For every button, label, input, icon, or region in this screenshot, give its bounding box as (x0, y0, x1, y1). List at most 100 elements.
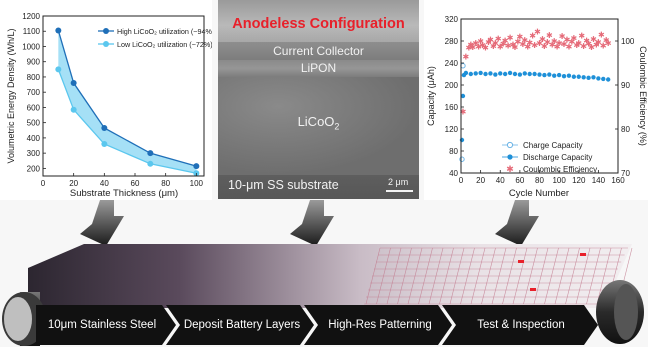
ce-point: ✱ (588, 43, 595, 52)
discharge-point (463, 70, 469, 76)
legend-charge-label: Charge Capacity (523, 141, 583, 150)
y-tick-label: 80 (449, 147, 458, 156)
discharge-point (473, 71, 478, 76)
ce-point: ✱ (605, 39, 612, 48)
y2-tick-label: 100 (621, 37, 635, 46)
ce-point: ✱ (580, 42, 587, 51)
discharge-point (566, 73, 572, 78)
data-point (193, 163, 200, 170)
ce-point: ✱ (559, 32, 566, 41)
discharge-point (522, 71, 527, 76)
roller-left-cap (4, 297, 32, 341)
legend-low-label: Low LiCoO₂ utilization (~72%) (117, 40, 212, 49)
data-point (55, 27, 62, 34)
y-tick-label: 300 (27, 149, 41, 158)
ce-point: ✱ (534, 27, 541, 36)
x-axis-label: Substrate Thickness (μm) (70, 188, 178, 199)
y-tick-label: 160 (445, 103, 459, 112)
ce-point: ✱ (475, 42, 482, 51)
ce-point: ✱ (529, 32, 536, 41)
discharge-point (542, 72, 547, 78)
grid-col-line (407, 247, 423, 305)
y-tick-label: 700 (27, 88, 41, 97)
grid-col-line (365, 247, 381, 305)
sem-cathode-layer (218, 77, 419, 175)
y-tick-label: 120 (445, 125, 459, 134)
ce-point: ✱ (566, 42, 573, 51)
legend-marker-discharge (507, 154, 513, 160)
ce-point: ✱ (539, 35, 546, 44)
y-tick-label: 320 (445, 15, 459, 24)
discharge-point (581, 75, 586, 80)
y-tick-label: 1200 (22, 12, 40, 21)
substrate-label: 10-μm SS substrate (228, 178, 339, 192)
y2-tick-label: 90 (621, 81, 630, 90)
cycling-chart: ✱✱✱✱✱✱✱✱✱✱✱✱✱✱✱✱✱✱✱✱✱✱✱✱✱✱✱✱✱✱✱✱✱✱✱✱✱✱✱✱… (424, 0, 648, 200)
sem-substrate-layer (218, 175, 419, 199)
discharge-point (498, 71, 503, 76)
sem-collector-layer (218, 42, 419, 60)
ce-point: ✱ (564, 36, 571, 45)
ce-point: ✱ (517, 33, 524, 42)
ce-point: ✱ (570, 34, 577, 43)
ce-point: ✱ (578, 31, 585, 40)
y-tick-label: 280 (445, 37, 459, 46)
discharge-point (507, 70, 513, 76)
discharge-point (488, 71, 493, 76)
ce-point: ✱ (569, 37, 576, 46)
step-test-inspection: Test & Inspection (456, 305, 586, 345)
y-tick-label: 1000 (22, 42, 40, 51)
discharge-point (596, 76, 601, 81)
discharge-point (547, 72, 552, 77)
ce-point: ✱ (554, 43, 561, 52)
ce-point: ✱ (515, 37, 522, 46)
ce-point: ✱ (593, 41, 600, 50)
ce-point: ✱ (551, 37, 558, 46)
x-tick-label: 100 (552, 176, 566, 185)
ce-point: ✱ (556, 39, 563, 48)
grid-col-line (481, 247, 496, 305)
grid-col-line (439, 247, 454, 305)
arrow-down-1 (80, 200, 124, 246)
y-tick-label: 600 (27, 103, 41, 112)
ce-point: ✱ (492, 39, 499, 48)
discharge-point (527, 71, 532, 77)
defect-marker (518, 260, 524, 263)
ce-point: ✱ (502, 37, 509, 46)
grid-col-line (586, 247, 601, 305)
data-point (101, 141, 108, 147)
discharge-point (517, 72, 523, 77)
grid-col-line (565, 247, 580, 305)
legend-marker-low (103, 41, 109, 47)
energy-density-chart: 0 20 40 60 80 100 200 300 400 500 600 700 800 900 1000… (0, 0, 212, 200)
ce-point: ✱ (477, 37, 484, 46)
ce-point: ✱ (561, 40, 568, 49)
belt-surface (28, 244, 632, 308)
data-point (101, 125, 108, 131)
ce-point: ✱ (463, 52, 470, 61)
step-deposit-layers: Deposit Battery Layers (182, 305, 302, 345)
discharge-point (591, 75, 596, 80)
ce-point: ✱ (487, 36, 494, 45)
x-tick-label: 80 (535, 176, 544, 185)
arrow-down-2 (290, 200, 334, 246)
ce-point: ✱ (490, 42, 497, 51)
ce-point: ✱ (497, 43, 504, 52)
discharge-point (502, 71, 508, 77)
step-stainless-steel: 10μm Stainless Steel (40, 305, 164, 345)
x-tick-label: 120 (572, 176, 586, 185)
grid-col-line (512, 247, 528, 305)
step-4-arrow (442, 305, 598, 345)
y-tick-label: 200 (27, 164, 41, 173)
grid-col-line (544, 247, 559, 305)
grid-col-line (470, 247, 486, 305)
step-label: High-Res Patterning (328, 318, 432, 331)
y-tick-label: 400 (27, 134, 41, 143)
discharge-point (459, 137, 465, 143)
plot-frame (42, 15, 205, 177)
ce-point: ✱ (573, 41, 580, 50)
ce-point: ✱ (595, 38, 602, 47)
discharge-point (532, 71, 537, 77)
legend-marker-ce: ✱ (506, 164, 514, 174)
grid-col-line (554, 247, 570, 305)
